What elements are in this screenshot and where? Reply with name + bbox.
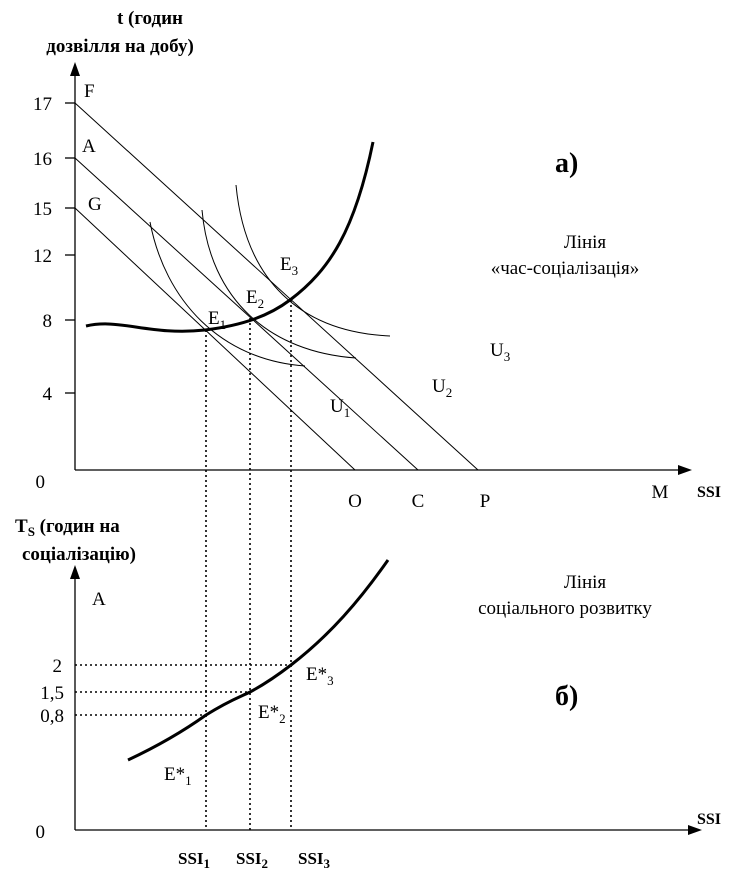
y-title: соціалізацію) [22,544,136,565]
panel-label: а) [555,148,578,179]
panel-label: б) [555,681,578,712]
y-title: TS (годин на [15,516,120,539]
tick-label: 1,5 [40,683,64,704]
curve-label: соціального розвитку [478,598,652,619]
tick-label: 17 [33,94,52,115]
point-label: E*3 [306,664,334,688]
y-title: дозвілля на добу) [46,36,194,57]
point-label: E*2 [258,702,286,726]
origin: 0 [36,822,46,843]
y-title: t (годин [117,8,183,29]
tick-label: 0,8 [40,706,64,727]
point-label: E1 [208,308,226,332]
point-label: E3 [280,254,298,278]
x-point-label: M [652,482,669,503]
tick-label: 16 [33,149,52,170]
curve-label: «час-соціалізація» [491,258,640,279]
line-label: F [84,81,95,102]
point-label: E2 [246,287,264,311]
x-point-label: C [412,491,425,512]
tick-label: 12 [33,246,52,267]
upper-axes [65,62,692,475]
utility-label: U1 [330,396,350,420]
x-tick-label: SSI3 [298,849,331,871]
tick-label: 2 [53,656,63,677]
indifference-curves [149,184,391,367]
point-label: E*1 [164,764,192,788]
x-title: SSI [697,811,721,828]
x-tick-label: SSI2 [236,849,268,871]
curve-label: Лінія [564,232,607,253]
curve-label: Лінія [564,572,607,593]
x-point-label: P [480,491,491,512]
utility-label: U3 [490,340,510,364]
x-title: SSI [697,484,721,501]
social-development-curve [127,559,390,762]
tick-label: 15 [33,199,52,220]
x-point-label: O [348,491,362,512]
line-label: A [82,136,96,157]
x-tick-label: SSI1 [178,849,210,871]
axis-label: A [92,589,106,610]
line-label: G [88,194,102,215]
dotted-guides [75,300,292,830]
time-socialization-curve [85,141,375,333]
utility-label: U2 [432,376,452,400]
origin: 0 [36,472,46,493]
tick-label: 4 [43,384,53,405]
budget-lines [74,102,479,471]
lower-axes [70,565,702,835]
tick-label: 8 [43,311,53,332]
